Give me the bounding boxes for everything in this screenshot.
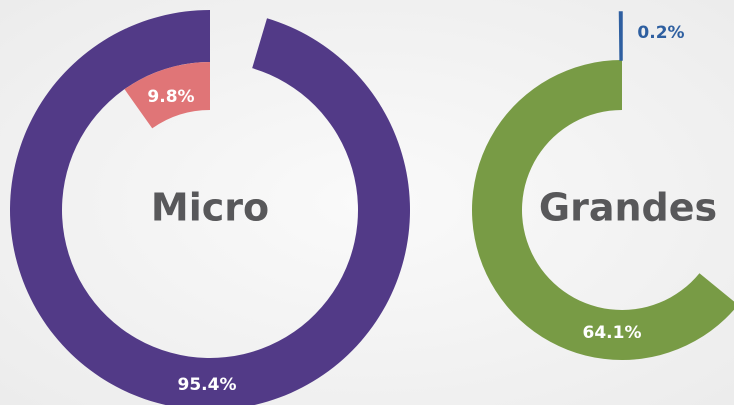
value-label: 0.2% (637, 23, 684, 43)
ring-segment (618, 11, 623, 61)
ring-segment (124, 62, 210, 129)
chart-title: Micro (151, 186, 269, 230)
ring-segment (472, 60, 734, 360)
value-label: 9.8% (147, 87, 194, 107)
chart-title: Grandes (539, 186, 717, 230)
value-label: 95.4% (178, 375, 237, 395)
value-label: 64.1% (583, 323, 642, 343)
